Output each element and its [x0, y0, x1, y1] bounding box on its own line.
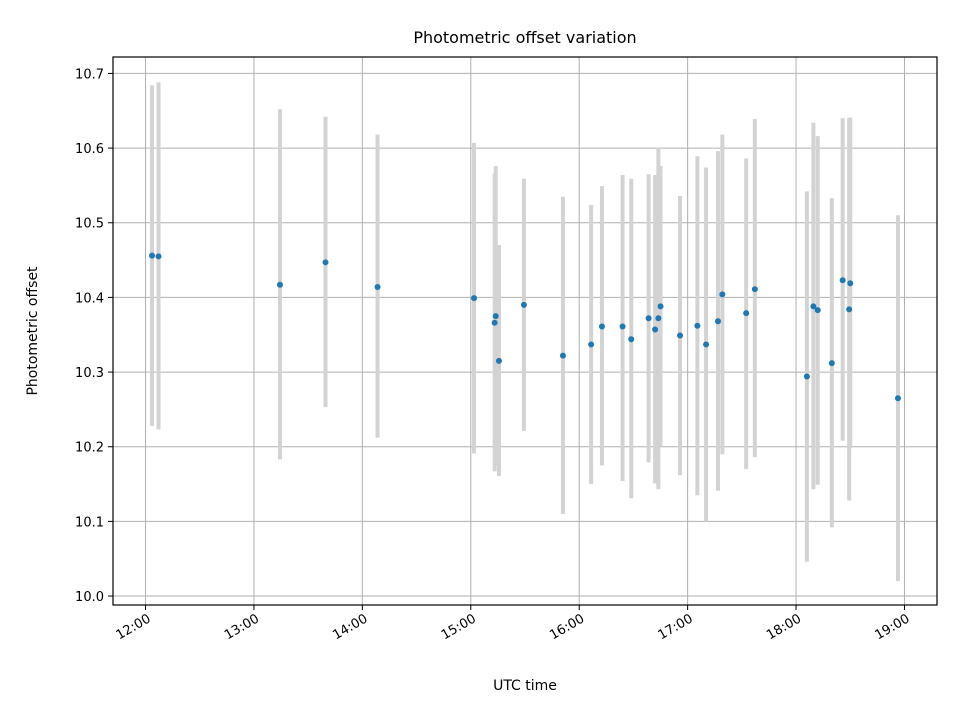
data-point — [655, 315, 662, 322]
data-point — [839, 277, 846, 284]
data-point — [276, 281, 283, 288]
y-tick-label: 10.5 — [75, 217, 104, 232]
data-point — [598, 323, 605, 330]
y-tick-label: 10.6 — [75, 142, 104, 157]
data-point — [322, 259, 329, 266]
data-point — [491, 319, 498, 326]
y-tick-label: 10.0 — [75, 590, 104, 605]
data-points — [149, 252, 901, 402]
data-point — [694, 322, 701, 329]
data-point — [703, 341, 710, 348]
data-point — [743, 310, 750, 317]
data-point — [628, 336, 635, 343]
data-point — [495, 357, 502, 364]
data-point — [677, 332, 684, 339]
data-point — [149, 252, 156, 259]
data-point — [810, 303, 817, 310]
data-point — [155, 253, 162, 260]
plot-frame — [112, 56, 938, 606]
x-axis-label: UTC time — [493, 678, 557, 694]
y-axis-label: Photometric offset — [25, 266, 41, 396]
y-tick-label: 10.1 — [75, 515, 104, 530]
data-point — [719, 291, 726, 298]
data-point — [803, 373, 810, 380]
data-point — [814, 307, 821, 314]
y-tick-label: 10.2 — [75, 441, 104, 456]
data-point — [828, 360, 835, 367]
y-tick-label: 10.3 — [75, 366, 104, 381]
data-point — [520, 301, 527, 308]
data-point — [657, 303, 664, 310]
data-point — [714, 318, 721, 325]
data-point — [619, 323, 626, 330]
chart-title: Photometric offset variation — [413, 28, 636, 47]
data-point — [751, 286, 758, 293]
data-point — [645, 315, 652, 322]
y-tick-label: 10.7 — [75, 67, 104, 82]
data-point — [652, 326, 659, 333]
data-point — [847, 280, 854, 287]
y-axis-ticks: 10.0 10.1 10.2 10.3 10.4 10.5 10.6 10.7 — [75, 67, 113, 605]
data-point — [588, 341, 595, 348]
data-point — [471, 295, 478, 302]
data-point — [846, 306, 853, 313]
data-point — [559, 352, 566, 359]
data-point — [374, 283, 381, 290]
data-point — [894, 395, 901, 402]
y-tick-label: 10.4 — [75, 291, 104, 306]
data-point — [492, 313, 499, 320]
